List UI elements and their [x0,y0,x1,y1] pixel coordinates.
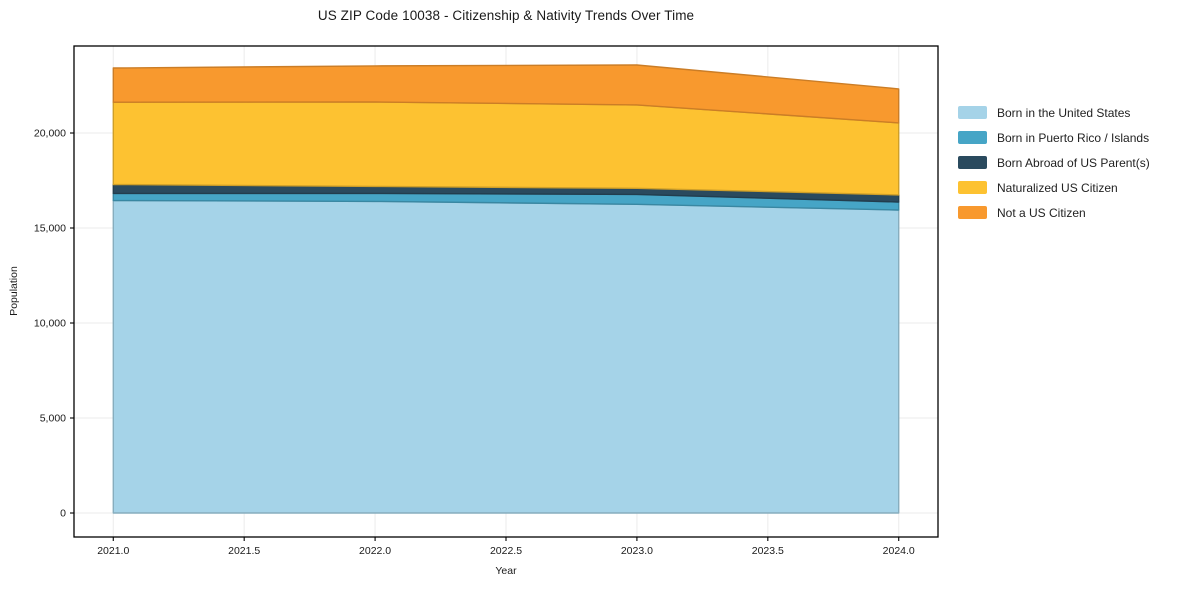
legend-item: Born in the United States [958,100,1150,125]
x-axis-label: Year [495,565,517,577]
legend-label: Born in Puerto Rico / Islands [997,130,1150,145]
svg-text:2022.5: 2022.5 [490,545,522,557]
legend-item: Born in Puerto Rico / Islands [958,125,1150,150]
svg-text:5,000: 5,000 [40,413,66,425]
legend-item: Born Abroad of US Parent(s) [958,150,1150,175]
svg-text:2021.0: 2021.0 [97,545,129,557]
legend: Born in the United States Born in Puerto… [958,100,1150,225]
svg-text:2023.5: 2023.5 [752,545,784,557]
svg-text:20,000: 20,000 [34,128,66,140]
svg-text:2024.0: 2024.0 [883,545,915,557]
svg-text:15,000: 15,000 [34,223,66,235]
chart-title: US ZIP Code 10038 - Citizenship & Nativi… [317,8,695,23]
legend-label: Naturalized US Citizen [997,180,1118,195]
legend-label: Born Abroad of US Parent(s) [997,155,1150,170]
svg-text:2021.5: 2021.5 [228,545,260,557]
legend-swatch-born-abroad [958,156,987,169]
svg-text:10,000: 10,000 [34,318,66,330]
legend-item: Not a US Citizen [958,200,1150,225]
legend-item: Naturalized US Citizen [958,175,1150,200]
legend-label: Born in the United States [997,105,1131,120]
legend-label: Not a US Citizen [997,205,1086,220]
legend-swatch-not-citizen [958,206,987,219]
svg-text:2023.0: 2023.0 [621,545,653,557]
y-axis-label: Population [8,266,20,316]
svg-text:0: 0 [60,508,66,520]
legend-swatch-born-in-puerto-rico [958,131,987,144]
svg-text:2022.0: 2022.0 [359,545,391,557]
legend-swatch-born-in-us [958,106,987,119]
legend-swatch-naturalized [958,181,987,194]
